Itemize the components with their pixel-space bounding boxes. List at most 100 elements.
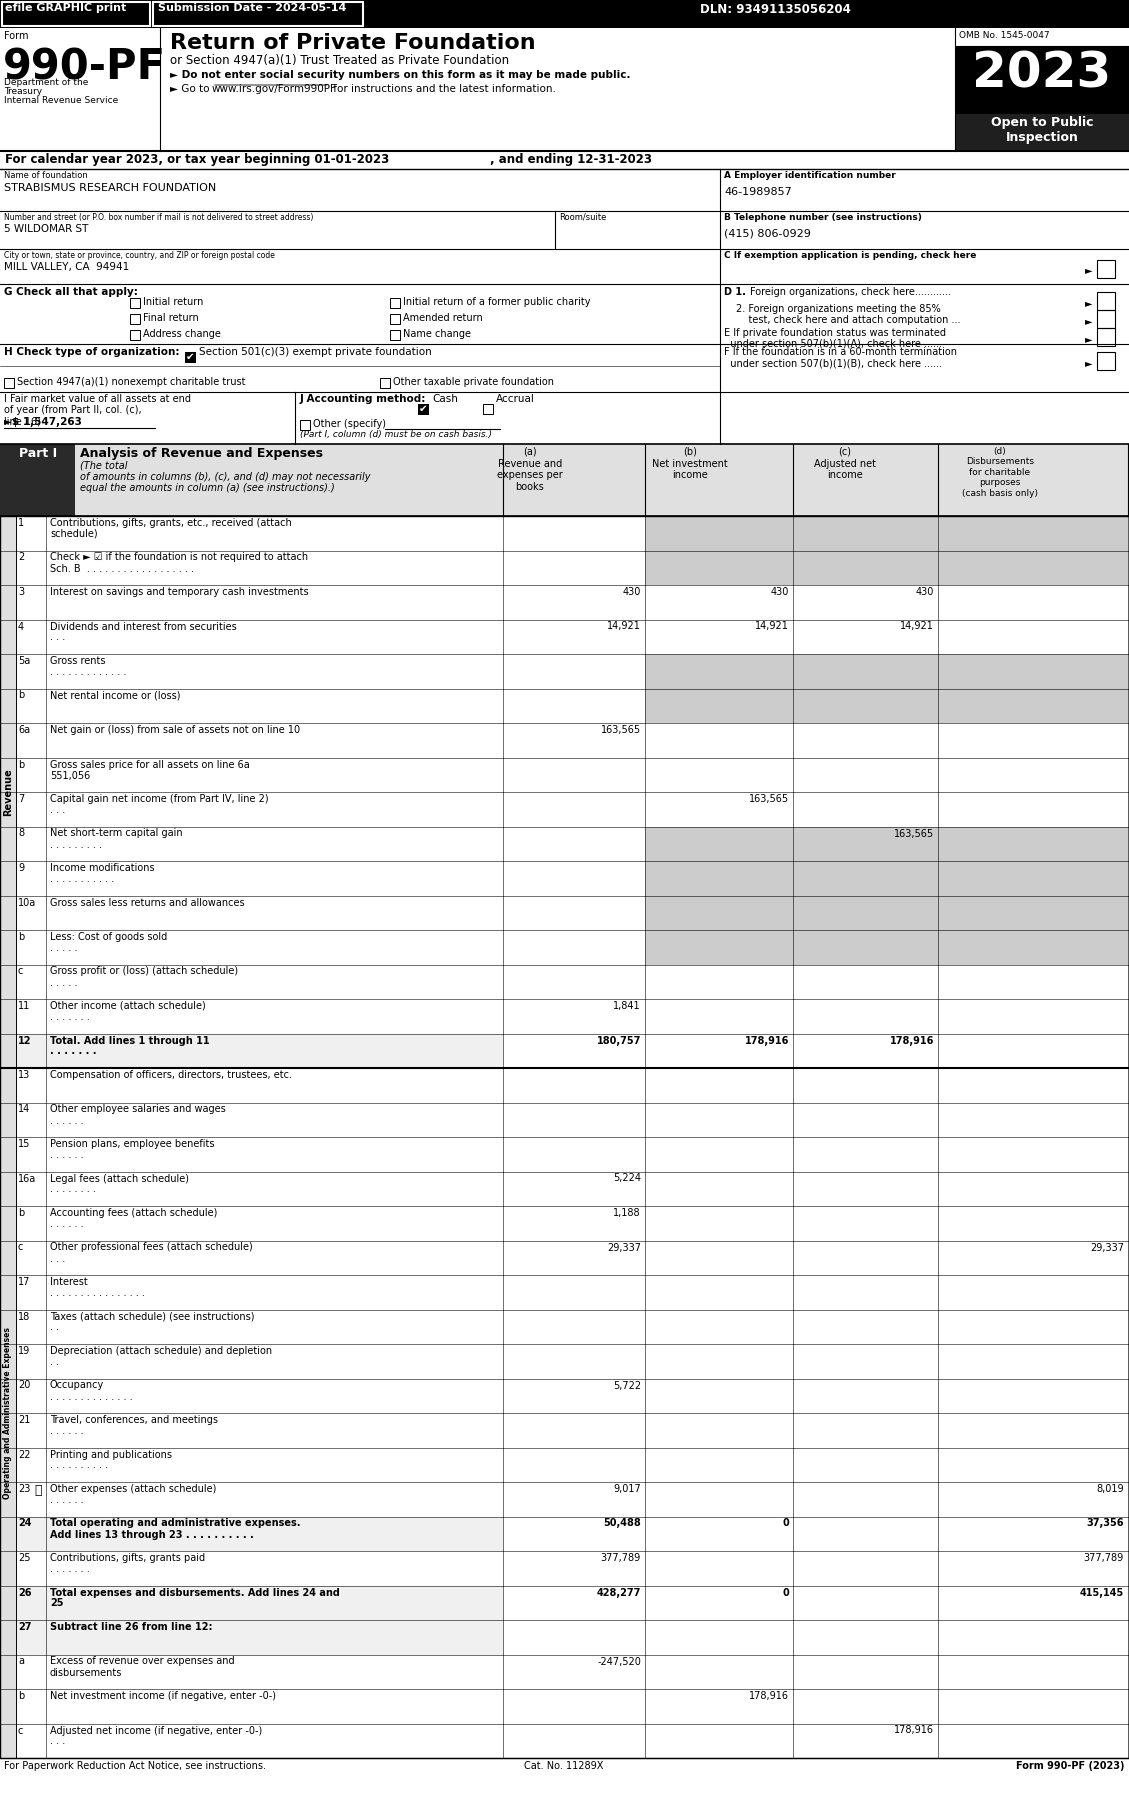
Bar xyxy=(5,378,14,388)
Text: disbursements: disbursements xyxy=(50,1667,122,1678)
Text: 16a: 16a xyxy=(18,1174,36,1183)
Text: Legal fees (attach schedule): Legal fees (attach schedule) xyxy=(50,1174,189,1183)
Bar xyxy=(300,421,310,430)
Text: . . . . . .: . . . . . . xyxy=(50,1219,84,1230)
Text: 25: 25 xyxy=(50,1598,63,1609)
Text: 21: 21 xyxy=(18,1415,30,1426)
Text: I Fair market value of all assets at end: I Fair market value of all assets at end xyxy=(5,394,191,405)
Text: 12: 12 xyxy=(18,1036,32,1045)
Text: Other (specify): Other (specify) xyxy=(313,419,386,430)
Text: . . . . . . . .: . . . . . . . . xyxy=(50,1185,96,1194)
Bar xyxy=(938,827,1128,861)
Text: . . . . .: . . . . . xyxy=(50,942,78,953)
Bar xyxy=(0,1516,504,1552)
Text: 29,337: 29,337 xyxy=(607,1242,641,1253)
Text: Form 990-PF (2023): Form 990-PF (2023) xyxy=(1016,1760,1124,1771)
Text: Other income (attach schedule): Other income (attach schedule) xyxy=(50,1001,205,1010)
Text: B Telephone number (see instructions): B Telephone number (see instructions) xyxy=(724,212,922,221)
Text: D 1.: D 1. xyxy=(724,288,746,297)
Text: ►$ 1,547,263: ►$ 1,547,263 xyxy=(5,417,82,426)
Text: 2. Foreign organizations meeting the 85%: 2. Foreign organizations meeting the 85% xyxy=(736,304,940,315)
Text: Total operating and administrative expenses.: Total operating and administrative expen… xyxy=(50,1519,300,1528)
Text: Analysis of Revenue and Expenses: Analysis of Revenue and Expenses xyxy=(80,448,323,460)
Text: ► Do not enter social security numbers on this form as it may be made public.: ► Do not enter social security numbers o… xyxy=(170,70,630,79)
Text: 27: 27 xyxy=(18,1622,32,1633)
Text: . . .: . . . xyxy=(50,1253,65,1264)
Text: ►: ► xyxy=(1085,334,1093,343)
Bar xyxy=(0,1034,504,1068)
Bar xyxy=(938,930,1128,964)
Text: 8,019: 8,019 xyxy=(1096,1483,1124,1494)
Text: 0: 0 xyxy=(782,1519,789,1528)
Text: For calendar year 2023, or tax year beginning 01-01-2023: For calendar year 2023, or tax year begi… xyxy=(5,153,390,165)
Text: line 16): line 16) xyxy=(5,415,41,426)
Text: (Part I, column (d) must be on cash basis.): (Part I, column (d) must be on cash basi… xyxy=(300,430,492,439)
Text: ►: ► xyxy=(1085,316,1093,325)
Text: schedule): schedule) xyxy=(50,529,97,539)
Text: . . . . . . .: . . . . . . . xyxy=(50,1564,89,1573)
Bar xyxy=(130,298,140,307)
Text: . . . . .: . . . . . xyxy=(50,978,78,987)
Text: Ⓢ: Ⓢ xyxy=(34,1483,42,1498)
Text: . . . . . . . . .: . . . . . . . . . xyxy=(50,840,102,849)
Text: 5,224: 5,224 xyxy=(613,1174,641,1183)
Bar xyxy=(0,1068,16,1758)
Bar xyxy=(380,378,390,388)
Bar xyxy=(645,516,938,550)
Bar xyxy=(390,298,400,307)
Text: Net investment income (if negative, enter -0-): Net investment income (if negative, ente… xyxy=(50,1690,275,1701)
Text: . . . . . . .: . . . . . . . xyxy=(50,1012,89,1021)
Text: -247,520: -247,520 xyxy=(597,1656,641,1667)
Text: Interest: Interest xyxy=(50,1277,88,1287)
Text: Other employee salaries and wages: Other employee salaries and wages xyxy=(50,1104,226,1115)
Text: STRABISMUS RESEARCH FOUNDATION: STRABISMUS RESEARCH FOUNDATION xyxy=(5,183,217,192)
Text: b: b xyxy=(18,759,24,770)
Text: (The total: (The total xyxy=(80,460,128,471)
Text: Final return: Final return xyxy=(143,313,199,324)
Text: Foreign organizations, check here............: Foreign organizations, check here.......… xyxy=(750,288,951,297)
Text: 19: 19 xyxy=(18,1347,30,1356)
Text: Address change: Address change xyxy=(143,329,221,340)
Text: Check ► ☑ if the foundation is not required to attach: Check ► ☑ if the foundation is not requi… xyxy=(50,552,308,563)
Text: Accrual: Accrual xyxy=(496,394,535,405)
Text: (b)
Net investment
income: (b) Net investment income xyxy=(653,448,728,480)
Text: City or town, state or province, country, and ZIP or foreign postal code: City or town, state or province, country… xyxy=(5,252,274,261)
Bar xyxy=(1097,327,1115,345)
Bar xyxy=(955,113,1129,151)
Text: c: c xyxy=(18,967,24,976)
Bar xyxy=(1097,261,1115,279)
Bar xyxy=(645,550,938,584)
Text: . . . . . .: . . . . . . xyxy=(50,1115,84,1126)
Bar xyxy=(2,2,150,25)
Text: Department of the: Department of the xyxy=(5,77,88,86)
Bar xyxy=(483,405,493,414)
Text: under section 507(b)(1)(A), check here ......: under section 507(b)(1)(A), check here .… xyxy=(724,340,942,349)
Bar xyxy=(955,47,1129,113)
Text: 25: 25 xyxy=(18,1553,30,1562)
Text: H Check type of organization:: H Check type of organization: xyxy=(5,347,180,358)
Text: . . . . . .: . . . . . . xyxy=(50,1494,84,1505)
Text: 430: 430 xyxy=(916,586,934,597)
Text: 178,916: 178,916 xyxy=(749,1690,789,1701)
Text: Interest on savings and temporary cash investments: Interest on savings and temporary cash i… xyxy=(50,586,308,597)
Text: 5a: 5a xyxy=(18,656,30,665)
Text: For Paperwork Reduction Act Notice, see instructions.: For Paperwork Reduction Act Notice, see … xyxy=(5,1760,266,1771)
Text: Pension plans, employee benefits: Pension plans, employee benefits xyxy=(50,1138,215,1149)
Text: Gross profit or (loss) (attach schedule): Gross profit or (loss) (attach schedule) xyxy=(50,967,238,976)
Text: 20: 20 xyxy=(18,1381,30,1390)
Text: test, check here and attach computation ...: test, check here and attach computation … xyxy=(736,315,961,325)
Text: Treasury: Treasury xyxy=(5,86,42,95)
Text: Adjusted net income (if negative, enter -0-): Adjusted net income (if negative, enter … xyxy=(50,1726,262,1735)
Text: Total expenses and disbursements. Add lines 24 and: Total expenses and disbursements. Add li… xyxy=(50,1588,340,1597)
Text: c: c xyxy=(18,1726,24,1735)
Text: 9: 9 xyxy=(18,863,24,874)
Text: 23: 23 xyxy=(18,1483,30,1494)
Text: 14,921: 14,921 xyxy=(755,622,789,631)
Text: b: b xyxy=(18,1690,24,1701)
Text: Taxes (attach schedule) (see instructions): Taxes (attach schedule) (see instruction… xyxy=(50,1311,254,1322)
Text: 2023: 2023 xyxy=(972,49,1112,97)
Text: Return of Private Foundation: Return of Private Foundation xyxy=(170,32,535,52)
Text: MILL VALLEY, CA  94941: MILL VALLEY, CA 94941 xyxy=(5,263,129,271)
Text: . . . . . .: . . . . . . xyxy=(50,1151,84,1160)
Text: Form: Form xyxy=(5,31,28,41)
